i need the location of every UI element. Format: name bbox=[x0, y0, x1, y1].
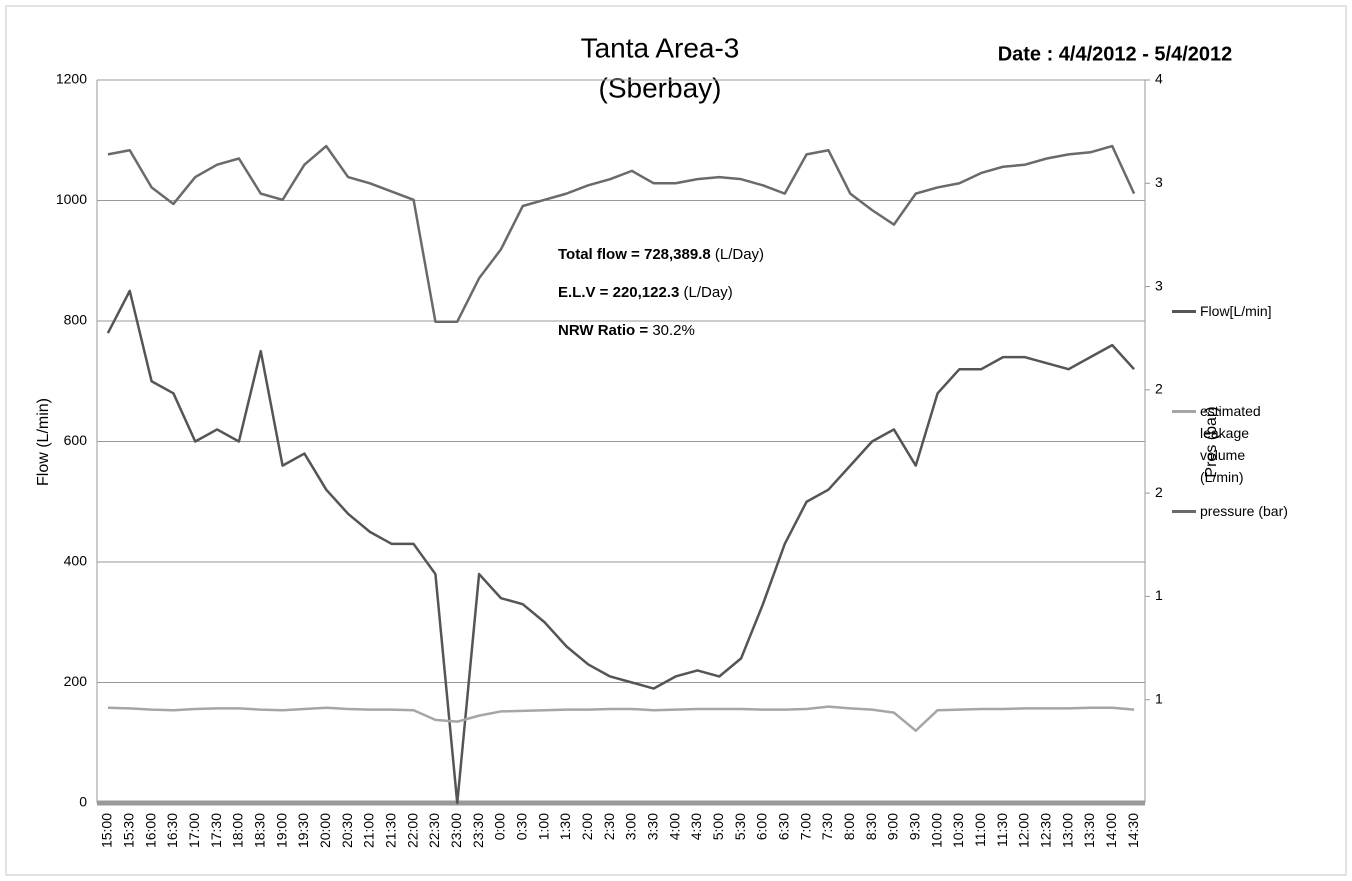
x-tick-label: 18:30 bbox=[251, 813, 267, 848]
x-tick-label: 16:00 bbox=[142, 813, 158, 848]
x-tick-label: 19:00 bbox=[273, 813, 289, 848]
x-tick-label: 21:00 bbox=[361, 813, 377, 848]
y-tick-label: 0 bbox=[79, 794, 87, 810]
x-tick-label: 10:00 bbox=[928, 813, 944, 848]
annotation-bold: Total flow = 728,389.8 bbox=[558, 246, 711, 263]
legend-entry: pressure (bar) bbox=[1172, 500, 1342, 522]
x-tick-label: 3:00 bbox=[623, 813, 639, 840]
x-tick-label: 16:30 bbox=[164, 813, 180, 848]
x-tick-label: 9:00 bbox=[885, 813, 901, 840]
x-tick-label: 5:30 bbox=[732, 813, 748, 840]
legend-label: Flow[L/min] bbox=[1200, 303, 1272, 319]
y2-tick-label: 2 bbox=[1155, 484, 1163, 500]
legend-entry: estimated leakage volume (L/min) bbox=[1172, 400, 1342, 488]
annotation-text: (L/Day) bbox=[684, 284, 733, 301]
x-tick-label: 17:30 bbox=[208, 813, 224, 848]
x-tick-label: 14:00 bbox=[1103, 813, 1119, 848]
x-tick-label: 12:00 bbox=[1016, 813, 1032, 848]
series-line bbox=[107, 144, 1136, 323]
legend-swatch bbox=[1172, 310, 1196, 313]
x-tick-label: 20:00 bbox=[317, 813, 333, 848]
y-tick-label: 1000 bbox=[56, 191, 87, 207]
x-tick-label: 8:00 bbox=[841, 813, 857, 840]
y2-tick-label: 2 bbox=[1155, 381, 1163, 397]
chart-title: Tanta Area-3 bbox=[581, 32, 740, 63]
x-tick-label: 17:00 bbox=[186, 813, 202, 848]
x-tick-label: 22:30 bbox=[426, 813, 442, 848]
x-tick-label: 2:30 bbox=[601, 813, 617, 840]
x-tick-label: 18:00 bbox=[230, 813, 246, 848]
x-tick-label: 6:30 bbox=[775, 813, 791, 840]
annotation: NRW Ratio = 30.2% bbox=[558, 322, 695, 339]
series-line bbox=[106, 289, 1136, 805]
x-tick-label: 4:30 bbox=[688, 813, 704, 840]
x-tick-label: 12:30 bbox=[1037, 813, 1053, 848]
y2-tick-label: 1 bbox=[1155, 587, 1163, 603]
annotation-bold: E.L.V = 220,122.3 bbox=[558, 284, 679, 301]
x-tick-label: 13:30 bbox=[1081, 813, 1097, 848]
annotation-text: (L/Day) bbox=[715, 246, 764, 263]
annotation-text: 30.2% bbox=[652, 322, 695, 339]
series-line bbox=[107, 705, 1135, 732]
x-tick-label: 14:30 bbox=[1125, 813, 1141, 848]
legend-label: estimated leakage volume (L/min) bbox=[1200, 403, 1261, 485]
x-tick-label: 10:30 bbox=[950, 813, 966, 848]
x-tick-label: 9:30 bbox=[906, 813, 922, 840]
date-label: Date : 4/4/2012 - 5/4/2012 bbox=[998, 43, 1233, 65]
x-tick-label: 8:30 bbox=[863, 813, 879, 840]
x-tick-label: 15:30 bbox=[120, 813, 136, 848]
y2-tick-label: 3 bbox=[1155, 277, 1163, 293]
frame bbox=[5, 5, 1347, 876]
x-tick-label: 7:30 bbox=[819, 813, 835, 840]
x-tick-label: 5:00 bbox=[710, 813, 726, 840]
x-tick-label: 11:30 bbox=[994, 813, 1010, 847]
legend-label: pressure (bar) bbox=[1200, 503, 1288, 519]
x-tick-label: 19:30 bbox=[295, 813, 311, 848]
x-tick-label: 6:00 bbox=[754, 813, 770, 840]
x-tick-label: 11:00 bbox=[972, 813, 988, 847]
y-tick-label: 1200 bbox=[56, 71, 87, 87]
y-axis-title: Flow (L/min) bbox=[35, 398, 52, 486]
x-tick-label: 22:00 bbox=[404, 813, 420, 848]
x-tick-label: 1:00 bbox=[535, 813, 551, 840]
x-tick-label: 2:00 bbox=[579, 813, 595, 840]
annotation-bold: NRW Ratio = bbox=[558, 322, 648, 339]
x-tick-label: 13:00 bbox=[1059, 813, 1075, 848]
x-tick-label: 3:30 bbox=[644, 813, 660, 840]
x-tick-label: 15:00 bbox=[99, 813, 115, 848]
legend-swatch bbox=[1172, 510, 1196, 513]
y2-tick-label: 3 bbox=[1155, 174, 1163, 190]
annotation: E.L.V = 220,122.3 (L/Day) bbox=[558, 284, 733, 301]
y-tick-label: 400 bbox=[64, 553, 88, 569]
y-tick-label: 600 bbox=[64, 432, 88, 448]
x-tick-label: 4:00 bbox=[666, 813, 682, 840]
y-tick-label: 800 bbox=[64, 312, 88, 328]
legend-swatch bbox=[1172, 410, 1196, 413]
x-tick-label: 7:00 bbox=[797, 813, 813, 840]
chart-subtitle: (Sberbay) bbox=[599, 72, 722, 103]
x-tick-label: 21:30 bbox=[382, 813, 398, 848]
annotation: Total flow = 728,389.8 (L/Day) bbox=[558, 246, 764, 263]
x-tick-label: 1:30 bbox=[557, 813, 573, 840]
x-tick-label: 0:00 bbox=[492, 813, 508, 840]
y2-tick-label: 1 bbox=[1155, 690, 1163, 706]
legend-entry: Flow[L/min] bbox=[1172, 300, 1342, 322]
y2-tick-label: 4 bbox=[1155, 71, 1163, 87]
y-tick-label: 200 bbox=[64, 673, 88, 689]
x-tick-label: 23:30 bbox=[470, 813, 486, 848]
x-tick-label: 0:30 bbox=[513, 813, 529, 840]
y2-axis-title: Pres (bar) bbox=[1203, 406, 1220, 477]
x-tick-label: 20:30 bbox=[339, 813, 355, 848]
x-tick-label: 23:00 bbox=[448, 813, 464, 848]
